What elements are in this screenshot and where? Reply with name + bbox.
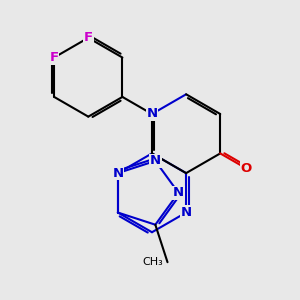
Text: N: N: [146, 107, 158, 121]
Text: O: O: [240, 162, 251, 175]
Text: F: F: [50, 51, 59, 64]
Text: N: N: [112, 167, 123, 180]
Text: CH₃: CH₃: [142, 257, 163, 267]
Text: F: F: [84, 31, 93, 44]
Text: N: N: [173, 186, 184, 199]
Text: N: N: [181, 206, 192, 219]
Text: N: N: [150, 154, 161, 167]
